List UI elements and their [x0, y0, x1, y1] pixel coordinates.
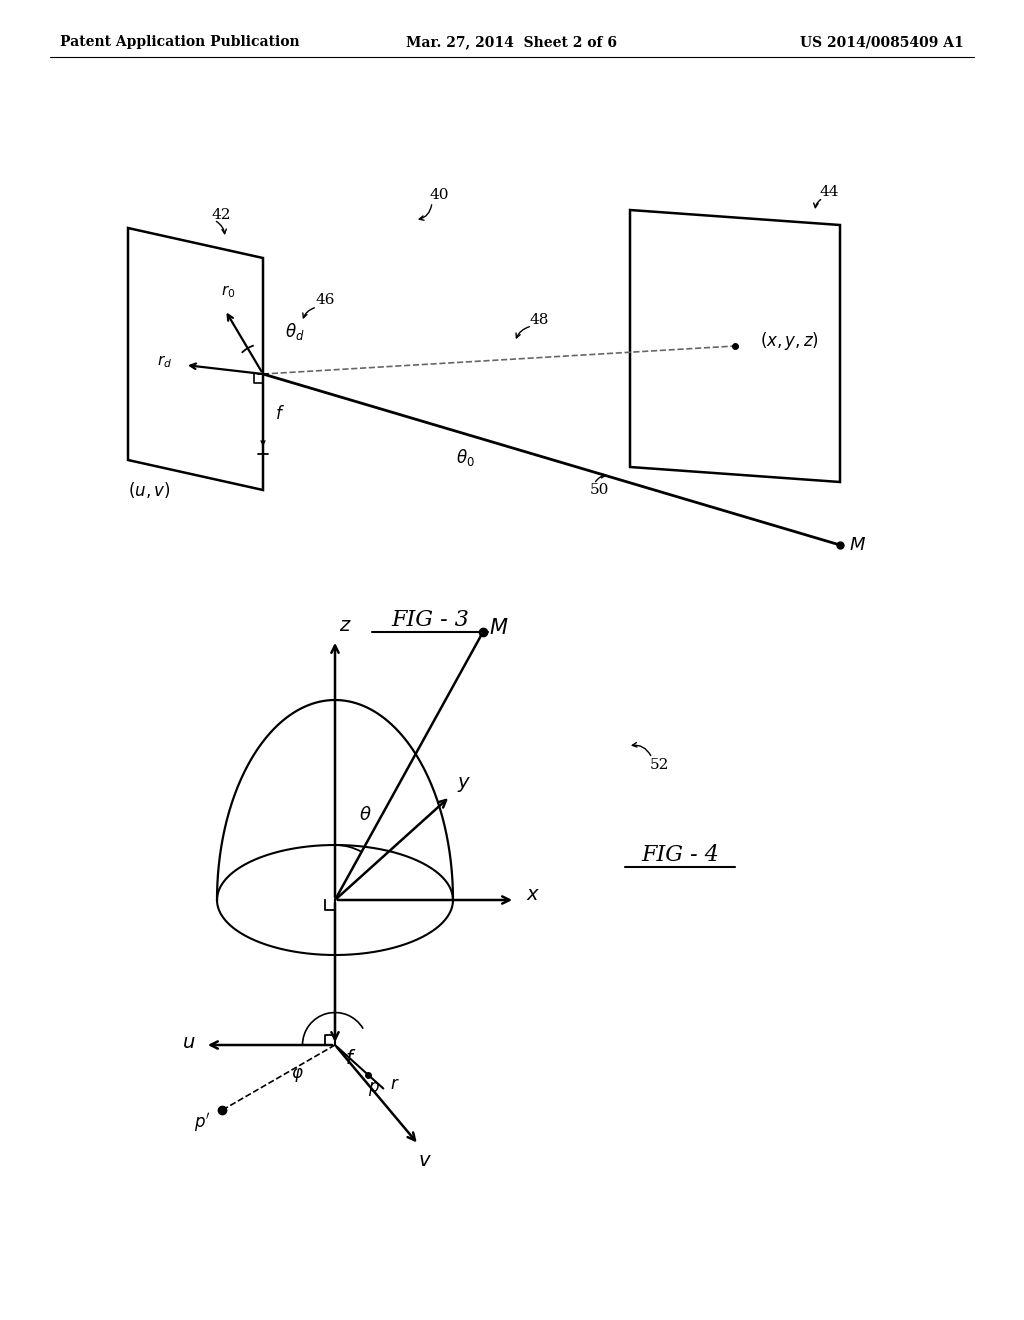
Text: Mar. 27, 2014  Sheet 2 of 6: Mar. 27, 2014 Sheet 2 of 6	[407, 36, 617, 49]
Text: FIG - 4: FIG - 4	[641, 843, 719, 866]
Text: $r$: $r$	[390, 1076, 400, 1093]
Text: $p'$: $p'$	[195, 1110, 211, 1134]
Text: $v$: $v$	[418, 1151, 431, 1170]
Text: 52: 52	[650, 758, 670, 772]
Text: $r_0$: $r_0$	[221, 284, 236, 301]
Text: 42: 42	[212, 209, 231, 222]
Text: $p$: $p$	[368, 1080, 379, 1098]
Text: $f$: $f$	[345, 1049, 356, 1068]
Text: $u$: $u$	[182, 1034, 196, 1052]
Text: $\varphi$: $\varphi$	[291, 1067, 303, 1084]
Text: US 2014/0085409 A1: US 2014/0085409 A1	[800, 36, 964, 49]
Text: $\theta_0$: $\theta_0$	[456, 447, 474, 467]
Text: 48: 48	[530, 313, 549, 327]
Text: 46: 46	[315, 293, 335, 308]
Text: $f$: $f$	[275, 405, 285, 422]
Text: $M$: $M$	[850, 536, 866, 554]
Text: $y$: $y$	[457, 775, 471, 793]
Text: $(x,y,z)$: $(x,y,z)$	[761, 330, 819, 352]
Text: 44: 44	[820, 185, 840, 199]
Text: $x$: $x$	[526, 886, 540, 904]
Text: FIG - 3: FIG - 3	[391, 609, 469, 631]
Text: 40: 40	[430, 187, 450, 202]
Text: $\theta$: $\theta$	[358, 807, 372, 824]
Text: $\theta_d$: $\theta_d$	[286, 322, 305, 342]
Text: $z$: $z$	[339, 616, 351, 635]
Text: 50: 50	[590, 483, 609, 498]
Text: $M$: $M$	[489, 618, 509, 638]
Text: Patent Application Publication: Patent Application Publication	[60, 36, 300, 49]
Text: $(u,v)$: $(u,v)$	[128, 480, 170, 500]
Text: $r_d$: $r_d$	[158, 354, 172, 371]
